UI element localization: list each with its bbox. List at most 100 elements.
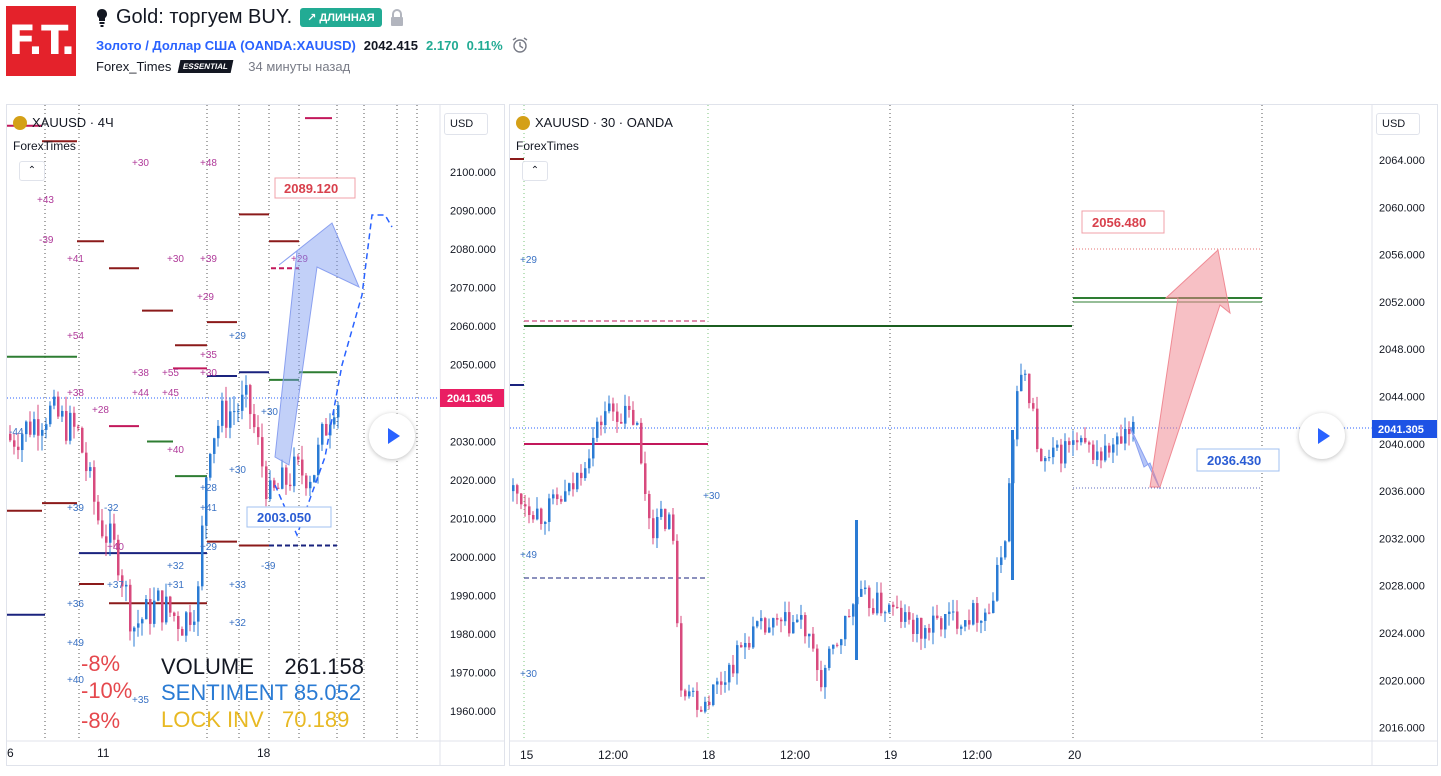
candle-body-4h (157, 590, 160, 601)
candle-body-30m (620, 421, 623, 424)
candle-body-30m (832, 644, 835, 649)
candle-body-4h (261, 437, 264, 467)
candle-body-30m (540, 508, 543, 524)
price-tick-30m: 2064.000 (1379, 155, 1425, 167)
candle-body-4h (65, 410, 68, 441)
price-tick-4h: 2050.000 (450, 360, 496, 372)
chart-4h-collapse-button[interactable]: ⌃ (19, 161, 45, 181)
chart-30m-legend[interactable]: XAUUSD · 30 · OANDA (516, 115, 673, 130)
chart-4h-indicator[interactable]: ForexTimes (13, 139, 76, 153)
candle-body-30m (1056, 444, 1059, 448)
level-label-4h: +36 (67, 599, 84, 610)
level-label-4h: +40 (107, 542, 124, 553)
candle-body-4h (193, 621, 196, 625)
pct-label-1: -8% (81, 651, 121, 676)
level-label-4h: +30 (261, 407, 278, 418)
candle-body-30m (1072, 440, 1075, 445)
arrow-up-4h (274, 222, 360, 466)
chart-30m[interactable]: 2064.000 2060.000 2056.000 2052.000 2048.000… (509, 104, 1438, 766)
candle-body-30m (936, 615, 939, 619)
candle-body-4h (253, 414, 256, 428)
time-tick-30m: 20 (1068, 748, 1082, 762)
chart-4h[interactable]: 2100.000 2090.000 2080.000 2070.000 2060.000… (6, 104, 505, 766)
candle-body-30m (872, 608, 875, 614)
author-logo[interactable]: F.T. (6, 6, 76, 76)
author-name[interactable]: Forex_Times (96, 59, 172, 74)
current-price-tag-4h (440, 389, 504, 407)
candle-body-30m (512, 485, 515, 492)
candle-body-4h (277, 487, 280, 489)
candle-body-30m (876, 592, 879, 614)
chart-30m-indicator[interactable]: ForexTimes (516, 139, 579, 153)
price-tick-30m: 2052.000 (1379, 297, 1425, 309)
level-label-4h: +44 (132, 388, 149, 399)
candle-body-30m (560, 499, 563, 502)
symbol-link[interactable]: Золото / Доллар США (OANDA:XAUUSD) (96, 37, 356, 53)
chart-4h-legend[interactable]: XAUUSD · 4Ч (13, 115, 114, 130)
target-up-30m: 2056.480 (1092, 215, 1146, 230)
candle-body-4h (293, 456, 296, 487)
alarm-clock-icon[interactable] (511, 36, 529, 54)
candle-body-4h (141, 619, 144, 624)
candle-body-30m (984, 612, 987, 621)
level-label-4h: +40 (67, 675, 84, 686)
candle-body-30m (632, 409, 635, 425)
candle-body-4h (217, 425, 220, 439)
candle-body-4h (249, 385, 252, 415)
candle-body-30m (944, 614, 947, 630)
candle-body-30m (784, 612, 787, 622)
chart-30m-canvas[interactable]: 2064.000 2060.000 2056.000 2052.000 2048.000… (510, 105, 1438, 766)
price-tick-4h: 1970.000 (450, 668, 496, 680)
chart-4h-currency-button[interactable]: USD (444, 113, 488, 135)
gold-coin-icon (13, 115, 27, 130)
lightbulb-icon (97, 8, 107, 27)
candle-body-30m (968, 620, 971, 625)
chart-30m-play-button[interactable] (1299, 413, 1345, 459)
candle-body-4h (9, 433, 12, 441)
chart-4h-play-button[interactable] (369, 413, 415, 459)
idea-title: Gold: торгуем BUY. (116, 6, 293, 28)
candle-body-4h (105, 536, 108, 543)
level-label-4h: +43 (37, 195, 54, 206)
level-label-4h: +55 (162, 368, 179, 379)
candle-body-30m (676, 540, 679, 624)
candle-body-30m (920, 617, 923, 639)
candle-body-30m (848, 615, 851, 617)
candle-body-4h (289, 484, 292, 487)
candle-body-30m (528, 506, 531, 516)
candle-body-4h (125, 584, 128, 587)
time-tick-4h: 11 (97, 746, 110, 760)
chart-30m-currency-button[interactable]: USD (1376, 113, 1420, 135)
candle-body-30m (824, 667, 827, 688)
lock-icon (390, 8, 403, 26)
candle-body-4h (201, 525, 204, 587)
candle-body-30m (628, 405, 631, 410)
candle-body-4h (45, 424, 48, 430)
candle-body-30m (1020, 374, 1023, 392)
chart-4h-canvas[interactable]: 2100.000 2090.000 2080.000 2070.000 2060.000… (7, 105, 505, 766)
time-tick-30m: 12:00 (962, 748, 992, 762)
price-change-pct: 0.11% (466, 37, 503, 53)
candle-body-30m (656, 516, 659, 539)
candle-body-30m (1104, 445, 1107, 461)
candle-body-30m (604, 411, 607, 426)
candle-body-30m (880, 592, 883, 614)
price-tick-4h: 2010.000 (450, 514, 496, 526)
candle-body-30m (724, 682, 727, 685)
candle-body-30m (652, 518, 655, 539)
candle-body-30m (1116, 436, 1119, 445)
target-down-30m: 2036.430 (1207, 453, 1261, 468)
candle-body-30m (680, 623, 683, 691)
candle-body-30m (912, 619, 915, 634)
level-label-4h: +39 (67, 503, 84, 514)
level-label-30m: +30 (703, 491, 720, 502)
author-row: Forex_Times ESSENTIAL 34 минуты назад (96, 59, 350, 74)
candle-body-30m (836, 644, 839, 646)
candle-body-4h (185, 612, 188, 636)
candle-body-30m (932, 615, 935, 633)
candle-body-4h (77, 426, 80, 428)
level-label-4h: +35 (200, 350, 217, 361)
chart-30m-collapse-button[interactable]: ⌃ (522, 161, 548, 181)
candle-body-4h (317, 444, 320, 476)
candle-body-30m (1044, 458, 1047, 462)
